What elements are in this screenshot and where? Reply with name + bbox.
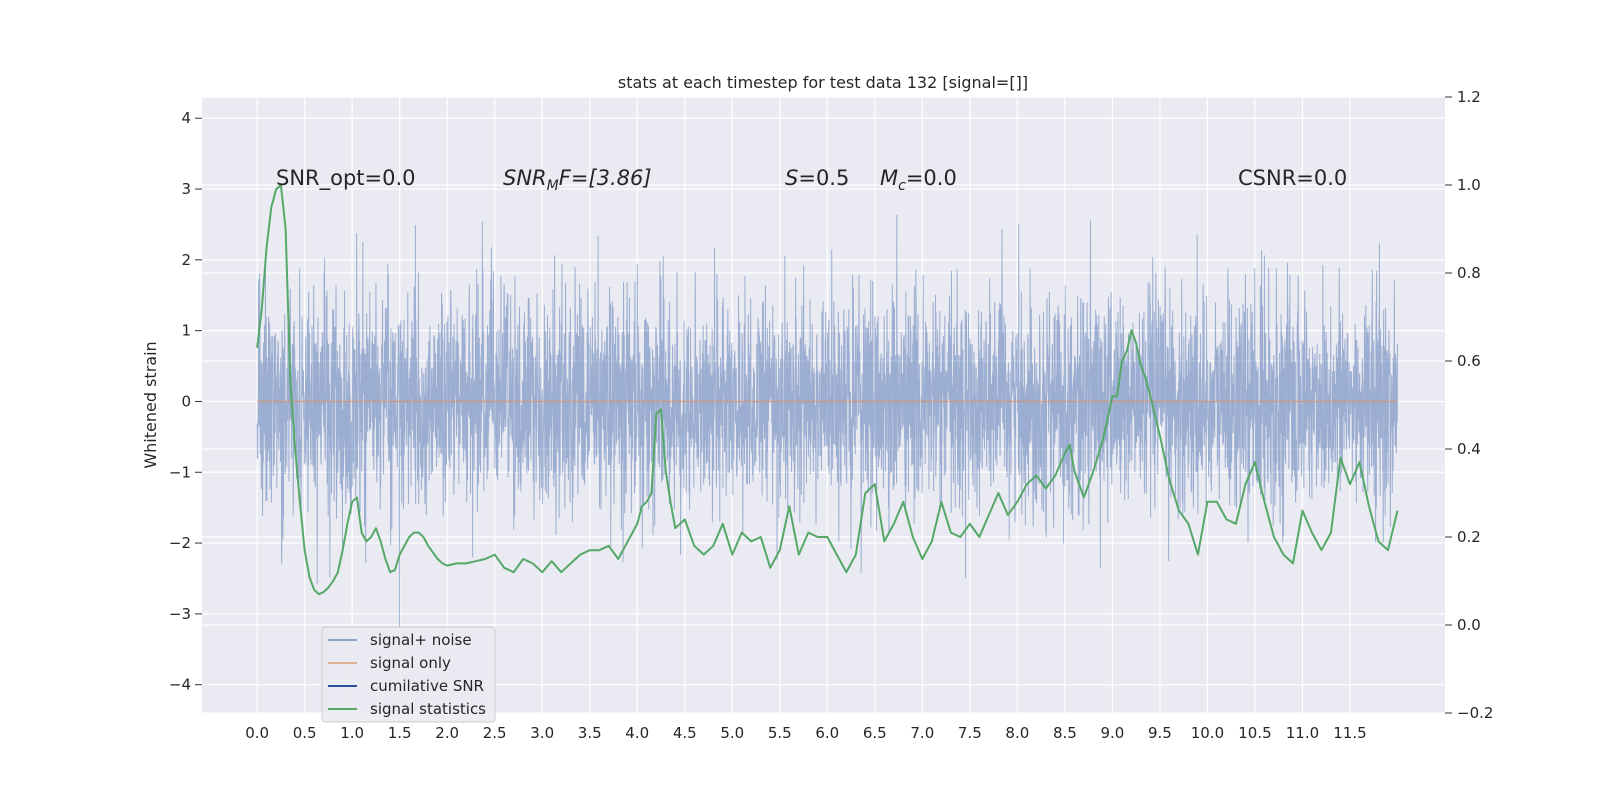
y-tick-label: −1 [169,463,191,481]
signal-statistics-line [256,184,1399,596]
y2-tick-label: −0.2 [1457,704,1493,722]
y-tick-label: 3 [181,180,191,198]
x-tick-label: 8.5 [1053,724,1077,742]
annotation-mc: Mc=0.0 [880,166,957,194]
x-axis-ticks: 0.0 0.5 1.0 1.5 2.0 2.5 3.0 3.5 4.0 4.5 5.0 5.5 6.0 6… [245,724,1366,742]
x-tick-label: 5.0 [720,724,744,742]
y2-tick-label: 0.6 [1457,352,1481,370]
y2-tick-label: 1.0 [1457,176,1481,194]
annotation-s: S=0.5 [785,166,849,190]
x-tick-label: 11.0 [1286,724,1319,742]
annotation-snr-mf: SNRMF=[3.86] [503,166,652,194]
x-tick-label: 2.0 [435,724,459,742]
y2-tick-label: 0.8 [1457,264,1481,282]
x-tick-label: 0.5 [293,724,317,742]
y-tick-label: 4 [181,109,191,127]
annotations: SNR_opt=0.0 SNRMF=[3.86] S=0.5 Mc=0.0 CS… [276,166,1347,194]
x-tick-label: 2.5 [483,724,507,742]
x-tick-label: 0.0 [245,724,269,742]
y-tick-label: −2 [169,534,191,552]
x-tick-label: 6.0 [815,724,839,742]
x-tick-label: 6.5 [863,724,887,742]
y-tick-label: 2 [181,251,191,269]
legend-box [321,626,496,723]
x-tick-label: 3.5 [578,724,602,742]
x-tick-label: 10.0 [1191,724,1224,742]
legend-label-cumulative-snr: cumilative SNR [370,677,484,695]
y2-axis-ticks: 1.2 1.0 0.8 0.6 0.4 0.2 0.0 −0.2 [1445,88,1493,722]
series-signal-statistics [256,184,1399,596]
y-tick-label: 1 [181,322,191,340]
legend-label-noise: signal+ noise [370,631,472,649]
x-tick-label: 11.5 [1333,724,1366,742]
x-tick-label: 9.0 [1100,724,1124,742]
x-tick-label: 10.5 [1238,724,1271,742]
y-tick-label: 0 [181,392,191,410]
y2-tick-label: 0.4 [1457,440,1481,458]
y-tick-label: −3 [169,605,191,623]
legend-label-signal: signal only [370,654,451,672]
y2-tick-label: 0.0 [1457,616,1481,634]
y2-tick-label: 0.2 [1457,528,1481,546]
x-tick-label: 4.5 [673,724,697,742]
x-tick-label: 1.5 [388,724,412,742]
x-tick-label: 5.5 [768,724,792,742]
x-tick-label: 9.5 [1148,724,1172,742]
noise-line [256,214,1398,629]
x-tick-label: 4.0 [625,724,649,742]
legend-label-stats: signal statistics [370,700,486,718]
annotation-snr-opt: SNR_opt=0.0 [276,166,416,191]
x-tick-label: 8.0 [1005,724,1029,742]
annotation-csnr: CSNR=0.0 [1238,166,1347,190]
x-tick-label: 7.5 [958,724,982,742]
y-axis-label: Whitened strain [141,341,160,468]
x-tick-label: 1.0 [340,724,364,742]
series-signal-plus-noise [256,214,1398,629]
legend: signal+ noise signal only cumilative SNR… [321,626,496,723]
x-tick-label: 3.0 [530,724,554,742]
x-tick-label: 7.0 [910,724,934,742]
y-axis-ticks: 4 3 2 1 0 −1 −2 −3 −4 [169,109,202,694]
chart-title: stats at each timestep for test data 132… [618,73,1028,92]
y-tick-label: −4 [169,676,191,694]
y2-tick-label: 1.2 [1457,88,1481,106]
